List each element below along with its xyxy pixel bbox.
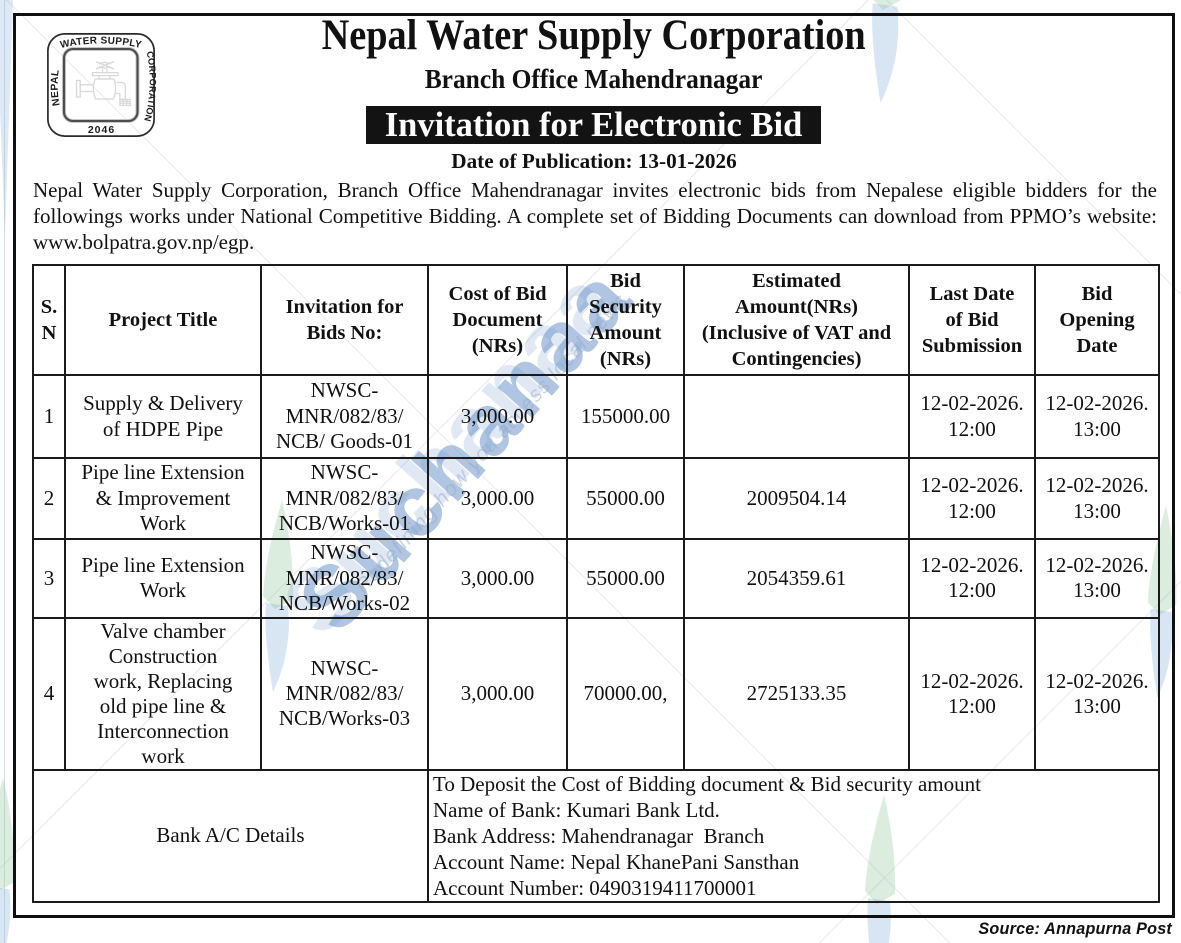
svg-text:2046: 2046 xyxy=(88,124,115,136)
svg-text:NEPAL: NEPAL xyxy=(50,69,63,107)
